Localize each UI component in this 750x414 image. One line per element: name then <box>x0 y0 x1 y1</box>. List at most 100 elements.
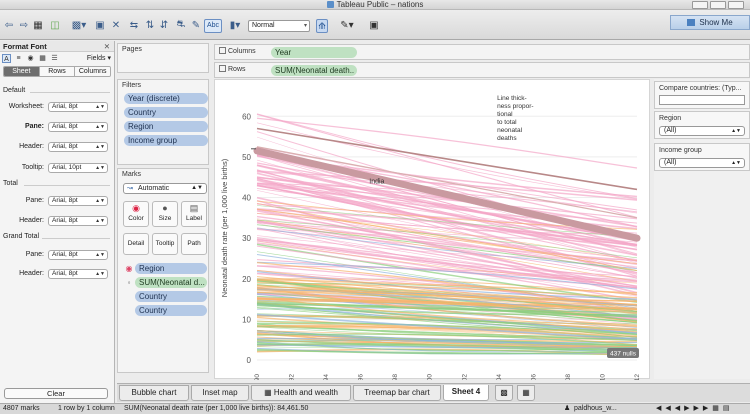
status-user[interactable]: paldhous_w... <box>574 405 617 412</box>
duplicate-icon[interactable]: ▣ <box>95 19 105 31</box>
window-button-2[interactable] <box>710 1 726 9</box>
country-line <box>256 286 638 327</box>
back-icon[interactable]: ⇦ <box>4 19 14 31</box>
line-chart-icon: ↝ <box>127 185 133 192</box>
worksheet-label: Worksheet: <box>8 103 44 110</box>
tooltip-font-field[interactable]: Arial, 10pt ▲▼ <box>48 163 108 173</box>
clear-sheet-icon[interactable]: ✕ <box>111 19 121 31</box>
highlight-icon[interactable]: ✎ <box>191 19 201 31</box>
columns-shelf[interactable]: Columns Year <box>214 44 750 60</box>
presentation-icon[interactable]: ▣ <box>369 19 379 31</box>
pin-icon[interactable]: ⟰ <box>316 19 328 33</box>
status-rows-cols: 1 row by 1 column <box>58 405 115 412</box>
filter-pill-year[interactable]: Year (discrete) <box>124 93 208 104</box>
filter-pill-region[interactable]: Region <box>124 121 208 132</box>
mark-type-select[interactable]: ↝ Automatic ▲▼ <box>123 183 207 194</box>
mark-size-select[interactable]: Normal ▾ <box>248 20 310 32</box>
bar-chart-icon[interactable]: ▮▾ <box>229 19 241 31</box>
filter-pill-income[interactable]: Income group <box>124 135 208 146</box>
tab-sheet[interactable]: Sheet <box>4 67 40 76</box>
tab-rows[interactable]: Rows <box>39 67 76 76</box>
divider <box>42 238 110 239</box>
sheet-tab-bar: Bubble chart Inset map ▦ Health and weal… <box>117 383 750 402</box>
line-chart[interactable]: 0 10 20 30 40 50 60 1990 1992 1994 1996 1998 2000 200… <box>215 80 651 380</box>
size-button[interactable]: ● Size <box>152 201 178 227</box>
group-icon[interactable]: ⛐ <box>176 18 186 30</box>
grand-total-header-font-field[interactable]: Arial, 8pt ▲▼ <box>48 269 108 279</box>
total-header-font-field[interactable]: Arial, 8pt ▲▼ <box>48 216 108 226</box>
filter-pill-country[interactable]: Country <box>124 107 208 118</box>
show-me-button[interactable]: Show Me <box>670 15 750 30</box>
income-filter-card: Income group (All) ▲▼ <box>654 143 750 171</box>
window-button-3[interactable] <box>728 1 744 9</box>
section-grand-total: Grand Total <box>3 233 40 240</box>
save-icon[interactable]: ▦ <box>33 19 43 31</box>
detail-button[interactable]: Detail <box>123 233 149 255</box>
grand-total-pane-font-field[interactable]: Arial, 8pt ▲▼ <box>48 250 108 260</box>
fields-dropdown[interactable]: Fields ▾ <box>86 55 111 62</box>
annotate-icon[interactable]: ✎▾ <box>340 19 354 31</box>
new-worksheet-icon[interactable]: ▩▾ <box>71 19 87 31</box>
pages-title: Pages <box>122 46 142 53</box>
path-button[interactable]: Path <box>181 233 207 255</box>
color-button[interactable]: ◉ Color <box>123 201 149 227</box>
forward-icon[interactable]: ⇨ <box>19 19 29 31</box>
total-pane-font-field[interactable]: Arial, 8pt ▲▼ <box>48 196 108 206</box>
font-icon[interactable]: A <box>2 54 11 63</box>
label-button[interactable]: ▤ Label <box>181 201 207 227</box>
shading-icon[interactable]: ◉ <box>27 55 34 62</box>
tooltip-button[interactable]: Tooltip <box>152 233 178 255</box>
tab-bubble-chart[interactable]: Bubble chart <box>119 385 189 401</box>
swap-icon[interactable]: ⇆ <box>129 19 139 31</box>
mark-field-region[interactable]: ◉ Region <box>123 262 207 274</box>
region-filter-card: Region (All) ▲▼ <box>654 111 750 139</box>
rows-pill-neonatal[interactable]: SUM(Neonatal death.. <box>271 65 357 76</box>
worksheet-font-value: Arial, 8pt <box>52 103 78 110</box>
clear-button[interactable]: Clear <box>4 388 108 399</box>
new-sheet-icon[interactable]: ▩ <box>495 385 513 401</box>
x-tick-label: 1990 <box>254 374 261 380</box>
country-line <box>256 170 638 201</box>
lines-icon[interactable]: ☰ <box>51 55 58 62</box>
income-filter-select[interactable]: (All) ▲▼ <box>659 158 745 168</box>
tableau-icon <box>326 1 334 8</box>
compare-countries-input[interactable] <box>659 95 745 105</box>
pages-card[interactable]: Pages <box>117 43 209 73</box>
country-line <box>256 219 638 282</box>
section-total: Total <box>3 180 18 187</box>
mark-field-country[interactable]: Country <box>123 290 207 302</box>
chevron-icon: ▲▼ <box>95 165 105 171</box>
chevron-icon: ▲▼ <box>95 144 105 150</box>
mark-field-country-2[interactable]: Country <box>123 304 207 316</box>
chart-view[interactable]: 0 10 20 30 40 50 60 1990 1992 1994 1996 1998 2000 200… <box>214 79 651 380</box>
window-button-1[interactable] <box>692 1 708 9</box>
y-tick-label: 10 <box>242 315 251 324</box>
rows-shelf[interactable]: Rows SUM(Neonatal death.. <box>214 62 750 78</box>
new-dashboard-icon[interactable]: ▦ <box>517 385 535 401</box>
tab-treemap-bar-chart[interactable]: Treemap bar chart <box>353 385 441 401</box>
country-line <box>256 184 638 256</box>
chevron-icon: ▲▼ <box>731 160 741 166</box>
tab-health-and-wealth[interactable]: ▦ Health and wealth <box>251 385 351 401</box>
close-icon[interactable]: ✕ <box>103 42 110 51</box>
sort-ascending-icon[interactable]: ⇅ <box>145 19 155 31</box>
nulls-badge <box>607 348 639 358</box>
show-labels-button[interactable]: Abc <box>204 19 222 33</box>
alignment-icon[interactable]: ≡ <box>16 55 21 62</box>
tab-sheet-4[interactable]: Sheet 4 <box>443 385 489 401</box>
mark-field-size[interactable]: ◦ SUM(Neonatal d... <box>123 276 207 288</box>
pane-font-field[interactable]: Arial, 8pt ▲▼ <box>48 122 108 132</box>
worksheet-font-field[interactable]: Arial, 8pt ▲▼ <box>48 102 108 112</box>
sheet-nav-icons[interactable]: ◀◀◀▶▶▶▦▤ <box>656 405 734 412</box>
country-line <box>256 146 638 219</box>
region-filter-select[interactable]: (All) ▲▼ <box>659 126 745 136</box>
annotation-note-line: tional <box>497 111 513 118</box>
tab-columns[interactable]: Columns <box>75 67 110 76</box>
tab-inset-map[interactable]: Inset map <box>191 385 249 401</box>
country-line <box>256 325 638 342</box>
borders-icon[interactable]: ▦ <box>39 55 46 62</box>
sort-descending-icon[interactable]: ⇵ <box>159 19 169 31</box>
header-font-field[interactable]: Arial, 8pt ▲▼ <box>48 142 108 152</box>
columns-pill-year[interactable]: Year <box>271 47 357 58</box>
new-datasource-icon[interactable]: ◫ <box>50 19 60 31</box>
